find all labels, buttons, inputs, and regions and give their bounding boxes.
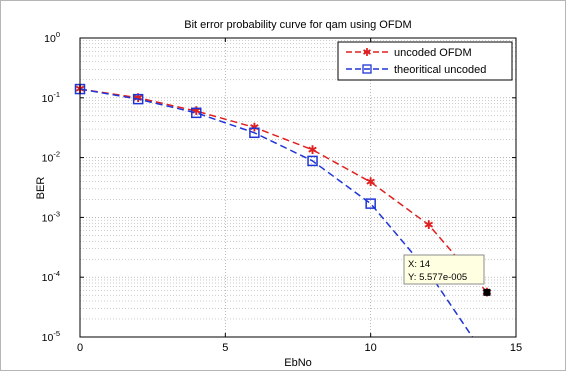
datatip-marker[interactable]: [483, 288, 491, 296]
y-tick-label: 10-5: [42, 329, 60, 344]
y-tick-label: 100: [44, 30, 60, 45]
series-line-uncoded-ofdm: [79, 88, 488, 293]
ticks: 0 5 10 15 10-5 10-4 10-3 10-2 10-1 100: [42, 30, 522, 354]
chart-title: Bit error probability curve for qam usin…: [184, 19, 411, 31]
y-tick-label: 10-1: [42, 90, 60, 105]
x-tick-label: 10: [365, 342, 377, 354]
data-point-theoritical-uncoded: [191, 107, 202, 119]
datatip[interactable]: X: 14 Y: 5.577e-005: [403, 254, 491, 296]
data-point-uncoded-ofdm: ✱: [133, 91, 143, 105]
x-tick-label: 0: [77, 342, 83, 354]
x-tick-label: 5: [222, 342, 228, 354]
legend: ✱ uncoded OFDM theoritical uncoded: [337, 41, 513, 81]
legend-box: [337, 41, 513, 81]
x-axis-label: EbNo: [284, 357, 312, 369]
data-point-theoritical-uncoded: [132, 93, 144, 105]
y-axis-label: BER: [35, 177, 47, 200]
y-tick-label: 10-2: [42, 150, 60, 165]
data-point-uncoded-ofdm: ✱: [308, 143, 318, 157]
plot-frame: [79, 37, 517, 338]
y-tick-label: 10-4: [42, 269, 60, 284]
legend-label-theoritical-uncoded: theoritical uncoded: [394, 64, 486, 76]
data-point-uncoded-ofdm: ✱: [249, 120, 259, 134]
data-point-theoritical-uncoded: [365, 198, 376, 209]
legend-marker-uncoded-ofdm: ✱: [362, 47, 371, 59]
plot-area: [80, 38, 516, 337]
legend-marker-theoritical-uncoded: [362, 64, 372, 74]
y-tick-label: 10-3: [42, 209, 60, 224]
datatip-box: [403, 254, 485, 285]
data-point-theoritical-uncoded: [249, 127, 260, 139]
datatip-y-label: Y: 5.577e-005: [408, 272, 467, 283]
data-point-uncoded-ofdm: ✱: [366, 175, 376, 189]
data-point-theoritical-uncoded: [307, 155, 318, 167]
datatip-x-label: X: 14: [408, 259, 430, 270]
data-point-uncoded-ofdm: ✱: [191, 104, 201, 118]
x-tick-label: 15: [510, 342, 522, 354]
legend-label-uncoded-ofdm: uncoded OFDM: [394, 47, 472, 59]
data-point-uncoded-ofdm: ✱: [424, 218, 434, 232]
